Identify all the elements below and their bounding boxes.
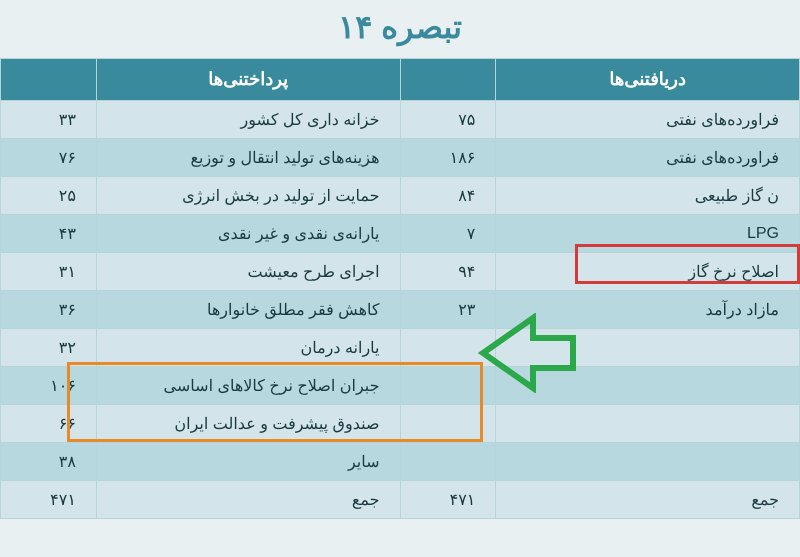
receipt-label (496, 329, 800, 367)
receipt-label (496, 443, 800, 481)
table-row: جبران اصلاح نرخ کالاهای اساسی۱۰۶ (1, 367, 800, 405)
page-title: تبصره ۱۴ (0, 8, 800, 46)
receipt-label: جمع (496, 481, 800, 519)
receipt-value (400, 367, 496, 405)
receipt-value: ۹۴ (400, 253, 496, 291)
table-row: مازاد درآمد۲۳کاهش فقر مطلق خانوارها۳۶ (1, 291, 800, 329)
receipt-value (400, 443, 496, 481)
table-row: یارانه درمان۳۲ (1, 329, 800, 367)
payment-label: صندوق پیشرفت و عدالت ایران (96, 405, 400, 443)
receipt-label (496, 405, 800, 443)
receipt-label (496, 367, 800, 405)
receipt-value: ۲۳ (400, 291, 496, 329)
receipt-value: ۷ (400, 215, 496, 253)
receipt-value: ۸۴ (400, 177, 496, 215)
payment-label: جمع (96, 481, 400, 519)
table-row: جمع۴۷۱جمع۴۷۱ (1, 481, 800, 519)
receipt-label: LPG (496, 215, 800, 253)
table-row: اصلاح نرخ گاز۹۴اجرای طرح معیشت۳۱ (1, 253, 800, 291)
table-row: LPG۷یارانه‌ی نقدی و غیر نقدی۴۳ (1, 215, 800, 253)
payment-value: ۳۶ (1, 291, 97, 329)
payment-value: ۳۲ (1, 329, 97, 367)
header-receipts: دریافتنی‌ها (496, 59, 800, 101)
table-row: فراورده‌های نفتی۱۸۶هزینه‌های تولید انتقا… (1, 139, 800, 177)
payment-value: ۳۳ (1, 101, 97, 139)
receipt-label: فراورده‌های نفتی (496, 101, 800, 139)
payment-value: ۷۶ (1, 139, 97, 177)
receipt-value (400, 405, 496, 443)
table-row: صندوق پیشرفت و عدالت ایران۶۶ (1, 405, 800, 443)
receipt-label: ن گاز طبیعی (496, 177, 800, 215)
payment-value: ۶۶ (1, 405, 97, 443)
payment-value: ۳۸ (1, 443, 97, 481)
payment-label: جبران اصلاح نرخ کالاهای اساسی (96, 367, 400, 405)
payment-value: ۴۳ (1, 215, 97, 253)
payment-label: خزانه داری کل کشور (96, 101, 400, 139)
receipt-value: ۴۷۱ (400, 481, 496, 519)
receipt-value: ۱۸۶ (400, 139, 496, 177)
receipt-value (400, 329, 496, 367)
payment-value: ۱۰۶ (1, 367, 97, 405)
payment-label: کاهش فقر مطلق خانوارها (96, 291, 400, 329)
payment-value: ۳۱ (1, 253, 97, 291)
payment-label: یارانه درمان (96, 329, 400, 367)
table-row: ن گاز طبیعی۸۴حمایت از تولید در بخش انرژی… (1, 177, 800, 215)
payment-label: حمایت از تولید در بخش انرژی (96, 177, 400, 215)
receipt-label: مازاد درآمد (496, 291, 800, 329)
budget-table: دریافتنی‌ها پرداختنی‌ها فراورده‌های نفتی… (0, 58, 800, 519)
header-payments: پرداختنی‌ها (96, 59, 400, 101)
table-row: فراورده‌های نفتی۷۵خزانه داری کل کشور۳۳ (1, 101, 800, 139)
payment-value: ۴۷۱ (1, 481, 97, 519)
table-row: سایر۳۸ (1, 443, 800, 481)
payment-label: یارانه‌ی نقدی و غیر نقدی (96, 215, 400, 253)
payment-label: هزینه‌های تولید انتقال و توزیع (96, 139, 400, 177)
receipt-label: اصلاح نرخ گاز (496, 253, 800, 291)
receipt-label: فراورده‌های نفتی (496, 139, 800, 177)
header-payments-val (1, 59, 97, 101)
payment-label: سایر (96, 443, 400, 481)
header-receipts-val (400, 59, 496, 101)
payment-label: اجرای طرح معیشت (96, 253, 400, 291)
payment-value: ۲۵ (1, 177, 97, 215)
receipt-value: ۷۵ (400, 101, 496, 139)
